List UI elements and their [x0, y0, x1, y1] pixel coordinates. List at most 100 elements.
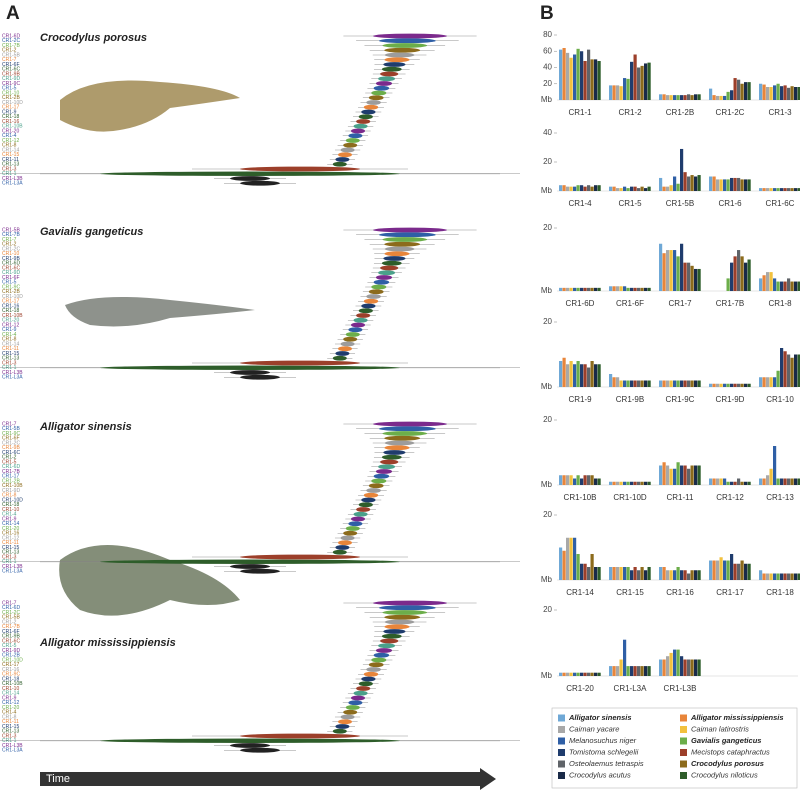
clade-label: CR1-2B [2, 478, 20, 484]
gharial-illustration [65, 296, 255, 327]
age-estimate [100, 738, 400, 743]
clade-label: CR1-7 [2, 421, 17, 427]
bar [740, 383, 744, 387]
age-estimate [382, 43, 428, 48]
bar [683, 262, 687, 291]
bar [626, 380, 630, 387]
clade-label: CR1-18 [2, 114, 19, 120]
clade-label: CR1-3 [2, 733, 17, 739]
clade-label: CR1-2B [2, 289, 20, 295]
bar [723, 95, 727, 100]
age-estimate [373, 279, 390, 285]
age-estimate [356, 119, 371, 124]
bar [559, 475, 563, 485]
bar [640, 481, 644, 485]
age-estimate [368, 289, 384, 295]
age-estimate [358, 502, 373, 508]
age-estimate [353, 123, 368, 129]
clade-label: CR1-7 [2, 57, 17, 63]
legend-swatch [680, 714, 687, 722]
clade-label: CR1-8 [2, 493, 17, 499]
legend-label: Caiman latirostris [691, 724, 749, 733]
bar [783, 188, 787, 191]
bar [612, 186, 616, 191]
age-estimate [383, 256, 406, 261]
bar [709, 383, 713, 387]
bar [559, 361, 563, 387]
bar [647, 666, 651, 676]
x-tick-label: CR1-5 [618, 199, 642, 208]
bar [612, 481, 616, 485]
age-estimate [384, 246, 415, 252]
bar [594, 567, 598, 580]
x-tick-label: CR1-16 [666, 588, 694, 597]
bar [666, 250, 670, 291]
bar [787, 478, 791, 485]
bar [587, 475, 591, 485]
clade-label: CR1-9D [2, 488, 20, 494]
bar [733, 383, 737, 387]
clade-label: CR1-3 [2, 166, 17, 172]
x-tick-label: CR1-20 [566, 684, 594, 693]
age-estimate [363, 492, 379, 498]
bar [659, 659, 663, 676]
bar [580, 287, 584, 291]
bar [573, 672, 577, 676]
clade-label: CR1-L3A [2, 748, 23, 754]
x-tick-label: CR1-1 [568, 108, 592, 117]
age-estimate [335, 157, 350, 162]
bar [616, 377, 620, 387]
bar [790, 478, 794, 485]
bar [573, 287, 577, 291]
alligator-illustration [59, 545, 240, 616]
age-estimate [371, 478, 387, 484]
bar [783, 351, 787, 387]
bar [659, 567, 663, 580]
bar [697, 465, 701, 485]
bar [583, 61, 587, 100]
bar [619, 188, 623, 191]
age-estimate [240, 166, 360, 172]
bar [623, 78, 627, 100]
clade-label: CR1-6C [2, 265, 20, 271]
bar [737, 79, 741, 100]
bar [716, 383, 720, 387]
clade-label: CR1-16 [2, 119, 19, 125]
bar [776, 188, 780, 191]
x-tick-label: CR1-15 [616, 588, 644, 597]
bar [747, 481, 751, 485]
x-tick-label: CR1-8 [768, 299, 792, 308]
bar [726, 278, 730, 291]
legend-swatch [680, 726, 687, 733]
bar [740, 560, 744, 580]
bar [597, 61, 601, 100]
bar [780, 86, 784, 100]
bar [766, 87, 770, 100]
age-estimate [373, 652, 390, 658]
bar [737, 250, 741, 291]
bar [697, 268, 701, 291]
clade-label: CR1-9C [2, 284, 20, 290]
x-tick-label: CR1-L3B [664, 684, 697, 693]
bar [623, 380, 627, 387]
bar [637, 380, 641, 387]
legend-swatch [680, 749, 687, 756]
age-estimate [373, 85, 390, 91]
legend-swatch [680, 772, 687, 779]
age-estimate [337, 152, 353, 158]
clade-label: CR1-10B [2, 483, 23, 489]
bar [626, 188, 630, 191]
age-estimate [363, 671, 379, 677]
bar [580, 51, 584, 100]
bar [566, 52, 570, 100]
clade-label: CR1-L3A [2, 569, 23, 575]
bar [783, 573, 787, 580]
age-estimate [368, 483, 384, 489]
bar [773, 377, 777, 387]
bar [797, 281, 800, 291]
y-tick-label: 20 [543, 510, 552, 519]
bar [797, 188, 800, 191]
species-name: Crocodylus porosus [40, 32, 147, 44]
y-tick-label: 40 [543, 63, 552, 72]
